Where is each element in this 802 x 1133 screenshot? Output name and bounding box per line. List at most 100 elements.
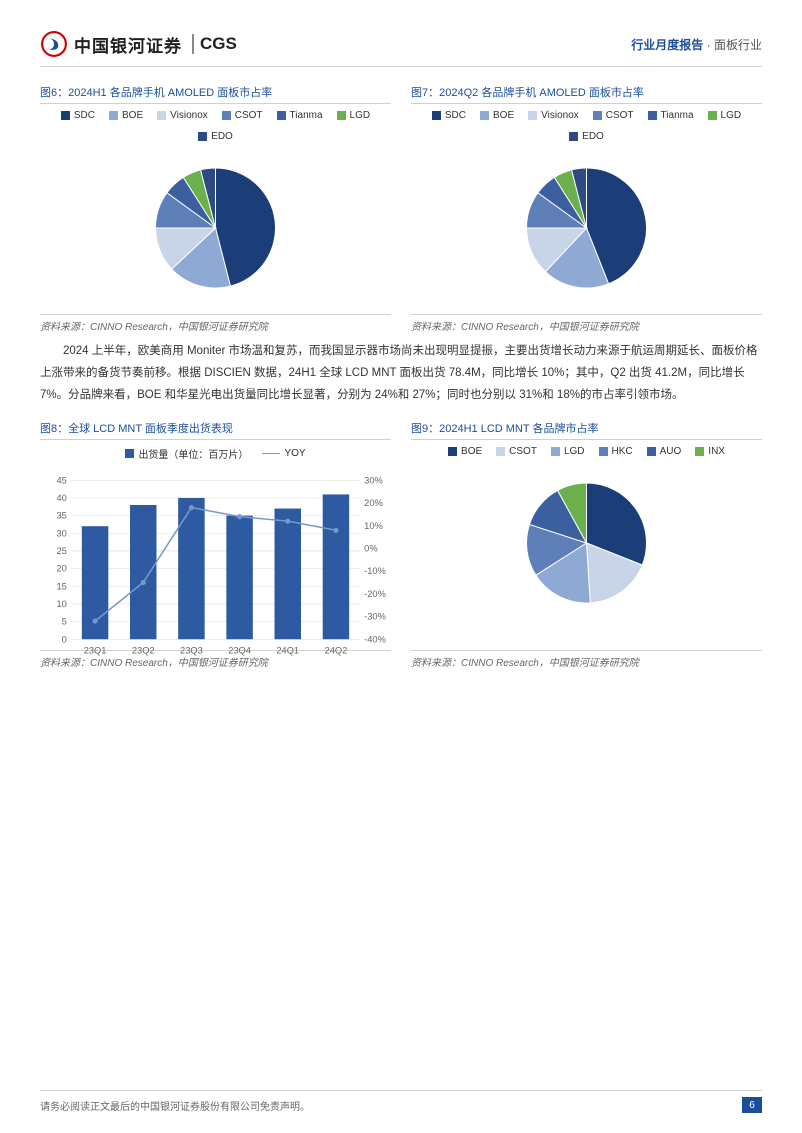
footer-disclaimer: 请务必阅读正文最后的中国银河证券股份有限公司免责声明。: [40, 1098, 310, 1113]
x-tick: 24Q2: [325, 645, 348, 655]
legend-swatch: [647, 447, 656, 456]
legend-label: BOE: [493, 110, 514, 121]
legend-label: EDO: [211, 131, 233, 142]
chart7-pie: [411, 148, 762, 308]
page-footer: 请务必阅读正文最后的中国银河证券股份有限公司免责声明。 6: [40, 1090, 762, 1113]
chart8-title: 图8：全球 LCD MNT 面板季度出货表现: [40, 417, 391, 440]
legend-label: EDO: [582, 131, 604, 142]
legend-label: Visionox: [541, 110, 579, 121]
y2-tick: -30%: [364, 611, 386, 621]
x-tick: 24Q1: [276, 645, 299, 655]
y1-tick: 25: [57, 546, 67, 556]
legend-swatch: [551, 447, 560, 456]
chart8-barline: 051015202530354045-40%-30%-20%-10%0%10%2…: [40, 467, 391, 667]
legend-label: INX: [708, 446, 725, 457]
chart6-title: 图6：2024H1 各品牌手机 AMOLED 面板市占率: [40, 81, 391, 104]
chart6-area: SDCBOEVisionoxCSOTTianmaLGDEDO: [40, 110, 391, 310]
legend-swatch: [569, 132, 578, 141]
report-page: 中国银河证券 CGS 行业月度报告 · 面板行业 图6：2024H1 各品牌手机…: [0, 0, 802, 1133]
bar: [275, 508, 301, 639]
legend-item: Tianma: [648, 110, 694, 121]
legend-label: Visionox: [170, 110, 208, 121]
legend-swatch: [708, 111, 717, 120]
legend-item: SDC: [61, 110, 95, 121]
bar: [130, 505, 156, 639]
legend-label: CSOT: [606, 110, 634, 121]
legend-swatch: [695, 447, 704, 456]
row-charts-8-9: 图8：全球 LCD MNT 面板季度出货表现 出货量（单位：百万片） YOY 0…: [40, 417, 762, 669]
chart7-block: 图7：2024Q2 各品牌手机 AMOLED 面板市占率 SDCBOEVisio…: [411, 81, 762, 333]
row-charts-6-7: 图6：2024H1 各品牌手机 AMOLED 面板市占率 SDC BOE Visio…: [40, 81, 762, 333]
y1-tick: 20: [57, 563, 67, 573]
body-paragraph: 2024 上半年，欧美商用 Moniter 市场温和复苏，而我国显示器市场尚未出…: [40, 341, 762, 407]
bar: [226, 515, 252, 639]
chart6-source: 资料来源：CINNO Research，中国银河证券研究院: [40, 314, 391, 333]
legend-label: SDC: [445, 110, 466, 121]
y2-tick: -40%: [364, 634, 386, 644]
chart6-legend: SDCBOEVisionoxCSOTTianmaLGDEDO: [40, 110, 391, 142]
chart6-block: 图6：2024H1 各品牌手机 AMOLED 面板市占率 SDC BOE Visio…: [40, 81, 391, 333]
legend-label: Tianma: [290, 110, 323, 121]
x-tick: 23Q2: [132, 645, 155, 655]
y2-tick: 10%: [364, 520, 383, 530]
legend-swatch: [277, 111, 286, 120]
header-category: 行业月度报告 · 面板行业: [631, 36, 762, 53]
chart8-legend: 出货量（单位：百万片） YOY: [40, 446, 391, 461]
chart9-pie: [411, 463, 762, 623]
chart6-pie: [40, 148, 391, 308]
legend-item: BOE: [109, 110, 143, 121]
chart8-legend-line: YOY: [262, 446, 305, 461]
legend-swatch: [61, 111, 70, 120]
legend-item: CSOT: [496, 446, 537, 457]
chart8-area: 出货量（单位：百万片） YOY 051015202530354045-40%-3…: [40, 446, 391, 646]
legend-item: CSOT: [593, 110, 634, 121]
chart7-source: 资料来源：CINNO Research，中国银河证券研究院: [411, 314, 762, 333]
legend-item: Visionox: [528, 110, 579, 121]
logo-text-en: CGS: [192, 34, 237, 54]
chart9-area: BOECSOTLGDHKCAUOINX: [411, 446, 762, 646]
chart9-block: 图9：2024H1 LCD MNT 各品牌市占率 BOECSOTLGDHKCAU…: [411, 417, 762, 669]
legend-item: Tianma: [277, 110, 323, 121]
legend-label: AUO: [660, 446, 682, 457]
legend-swatch: [599, 447, 608, 456]
y2-tick: 30%: [364, 475, 383, 485]
legend-swatch: [448, 447, 457, 456]
chart9-legend: BOECSOTLGDHKCAUOINX: [411, 446, 762, 457]
legend-label: LGD: [350, 110, 371, 121]
legend-swatch: [337, 111, 346, 120]
legend-swatch: [480, 111, 489, 120]
y1-tick: 15: [57, 581, 67, 591]
legend-swatch: [528, 111, 537, 120]
x-tick: 23Q3: [180, 645, 203, 655]
legend-item: BOE: [448, 446, 482, 457]
legend-swatch: [109, 111, 118, 120]
cgs-logo-icon: [40, 30, 68, 58]
chart7-legend: SDC BOE Visionox CSOT Tianma LGD EDO: [411, 110, 762, 142]
legend-swatch: [432, 111, 441, 120]
legend-label: SDC: [74, 110, 95, 121]
legend-swatch: [496, 447, 505, 456]
legend-swatch: [648, 111, 657, 120]
chart8-legend-bar: 出货量（单位：百万片）: [125, 446, 248, 461]
header-sep: ·: [707, 38, 711, 52]
bar: [178, 497, 204, 638]
legend-swatch: [198, 132, 207, 141]
y2-tick: -10%: [364, 566, 386, 576]
industry-name: 面板行业: [714, 38, 762, 52]
x-tick: 23Q4: [228, 645, 251, 655]
y1-tick: 0: [62, 634, 67, 644]
x-tick: 23Q1: [84, 645, 107, 655]
legend-label: LGD: [721, 110, 742, 121]
legend-item: INX: [695, 446, 725, 457]
y2-tick: 20%: [364, 498, 383, 508]
y1-tick: 5: [62, 616, 67, 626]
legend-swatch: [222, 111, 231, 120]
legend-item: LGD: [337, 110, 371, 121]
legend-item: SDC: [432, 110, 466, 121]
y2-tick: 0%: [364, 543, 377, 553]
legend-item: EDO: [198, 131, 233, 142]
legend-item: BOE: [480, 110, 514, 121]
legend-item: LGD: [551, 446, 585, 457]
legend-label: BOE: [461, 446, 482, 457]
y1-tick: 45: [57, 475, 67, 485]
